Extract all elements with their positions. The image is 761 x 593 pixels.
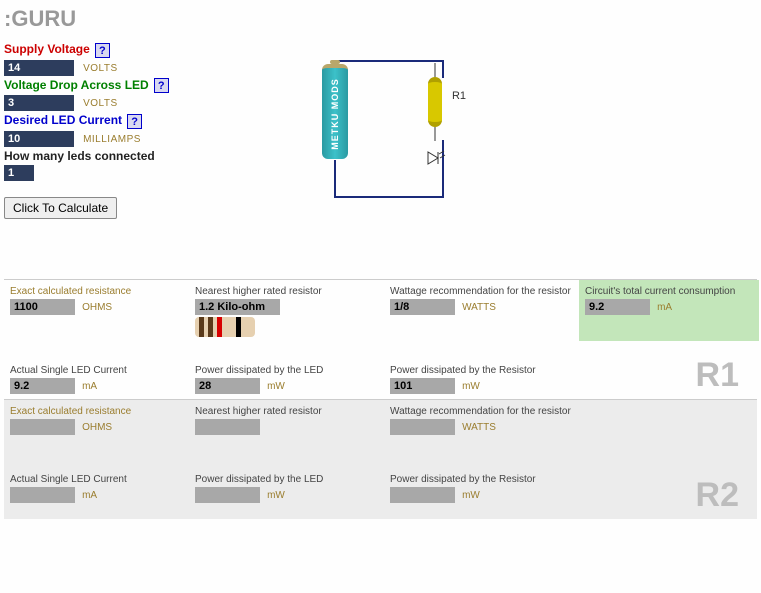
cell-label: Nearest higher rated resistor [195,286,376,297]
cell-label: Nearest higher rated resistor [195,406,376,417]
results-row-r1: Exact calculated resistance OHMS Nearest… [4,279,757,399]
nearest-resistor-value [195,419,260,435]
battery-text: METKU MODS [330,78,340,150]
help-icon[interactable]: ? [95,43,110,58]
resistor-icon [428,77,442,127]
cell-label: Actual Single LED Current [10,474,181,485]
calculate-button[interactable]: Click To Calculate [4,197,117,219]
actual-led-current-value [10,487,75,503]
unit-label: mA [82,381,97,392]
row-tag-cell: R1 [579,359,759,399]
exact-resistance-value [10,419,75,435]
wattage-cell: Wattage recommendation for the resistor … [384,400,579,451]
power-resistor-cell: Power dissipated by the Resistor mW [384,359,579,399]
resistor-label: R1 [452,90,466,102]
actual-led-current-cell: Actual Single LED Current mA [4,468,189,519]
voltage-drop-label: Voltage Drop Across LED [4,78,149,92]
led-count-label: How many leds connected [4,149,155,163]
actual-led-current-cell: Actual Single LED Current mA [4,359,189,399]
voltage-drop-row: Voltage Drop Across LED ? [4,78,264,94]
cell-label: Power dissipated by the Resistor [390,365,571,376]
row-tag-cell: R2 [579,468,759,519]
circuit-diagram: METKU MODS R1 [304,42,484,212]
exact-resistance-cell: Exact calculated resistance OHMS [4,400,189,451]
unit-label: VOLTS [83,98,118,109]
help-icon[interactable]: ? [154,78,169,93]
total-current-cell [579,400,759,451]
unit-label: WATTS [462,302,496,313]
desired-current-input[interactable] [4,131,74,147]
wattage-value [390,299,455,315]
unit-label: MILLIAMPS [83,134,141,145]
unit-label: VOLTS [83,63,118,74]
results-row-r2: Exact calculated resistance OHMS Nearest… [4,399,757,519]
unit-label: mW [462,381,480,392]
cell-label: Exact calculated resistance [10,286,181,297]
led-count-row: How many leds connected [4,149,264,163]
resistor-bands-icon [195,317,376,337]
cell-label: Power dissipated by the Resistor [390,474,571,485]
supply-voltage-label: Supply Voltage [4,42,90,56]
nearest-resistor-cell: Nearest higher rated resistor [189,280,384,342]
power-resistor-value [390,378,455,394]
battery-icon: METKU MODS [322,64,348,159]
help-icon[interactable]: ? [127,114,142,129]
exact-resistance-cell: Exact calculated resistance OHMS [4,280,189,342]
unit-label: OHMS [82,422,112,433]
cell-label: Wattage recommendation for the resistor [390,406,571,417]
wattage-cell: Wattage recommendation for the resistor … [384,280,579,342]
supply-voltage-input[interactable] [4,60,74,76]
cell-label: Circuit's total current consumption [585,286,751,297]
exact-resistance-value [10,299,75,315]
unit-label: mA [657,302,672,313]
total-current-cell: Circuit's total current consumption mA [579,280,759,342]
row-tag: R1 [696,356,739,395]
cell-label: Actual Single LED Current [10,365,181,376]
power-led-value [195,487,260,503]
wattage-value [390,419,455,435]
power-resistor-value [390,487,455,503]
power-led-cell: Power dissipated by the LED mW [189,468,384,519]
cell-label: Wattage recommendation for the resistor [390,286,571,297]
nearest-resistor-cell: Nearest higher rated resistor [189,400,384,451]
voltage-drop-input[interactable] [4,95,74,111]
unit-label: mA [82,490,97,501]
row-tag: R2 [696,476,739,515]
supply-voltage-row: Supply Voltage ? [4,42,264,58]
nearest-resistor-value [195,299,280,315]
led-count-input[interactable] [4,165,34,181]
unit-label: mW [462,490,480,501]
inputs-column: Supply Voltage ? VOLTS Voltage Drop Acro… [4,42,264,219]
desired-current-row: Desired LED Current ? [4,113,264,129]
unit-label: mW [267,381,285,392]
desired-current-label: Desired LED Current [4,113,122,127]
power-resistor-cell: Power dissipated by the Resistor mW [384,468,579,519]
unit-label: OHMS [82,302,112,313]
cell-label: Exact calculated resistance [10,406,181,417]
actual-led-current-value [10,378,75,394]
power-led-value [195,378,260,394]
page-title: :GURU [4,6,757,32]
total-current-value [585,299,650,315]
led-icon [426,150,448,169]
unit-label: mW [267,490,285,501]
cell-label: Power dissipated by the LED [195,365,376,376]
power-led-cell: Power dissipated by the LED mW [189,359,384,399]
top-section: Supply Voltage ? VOLTS Voltage Drop Acro… [4,42,757,219]
unit-label: WATTS [462,422,496,433]
cell-label: Power dissipated by the LED [195,474,376,485]
